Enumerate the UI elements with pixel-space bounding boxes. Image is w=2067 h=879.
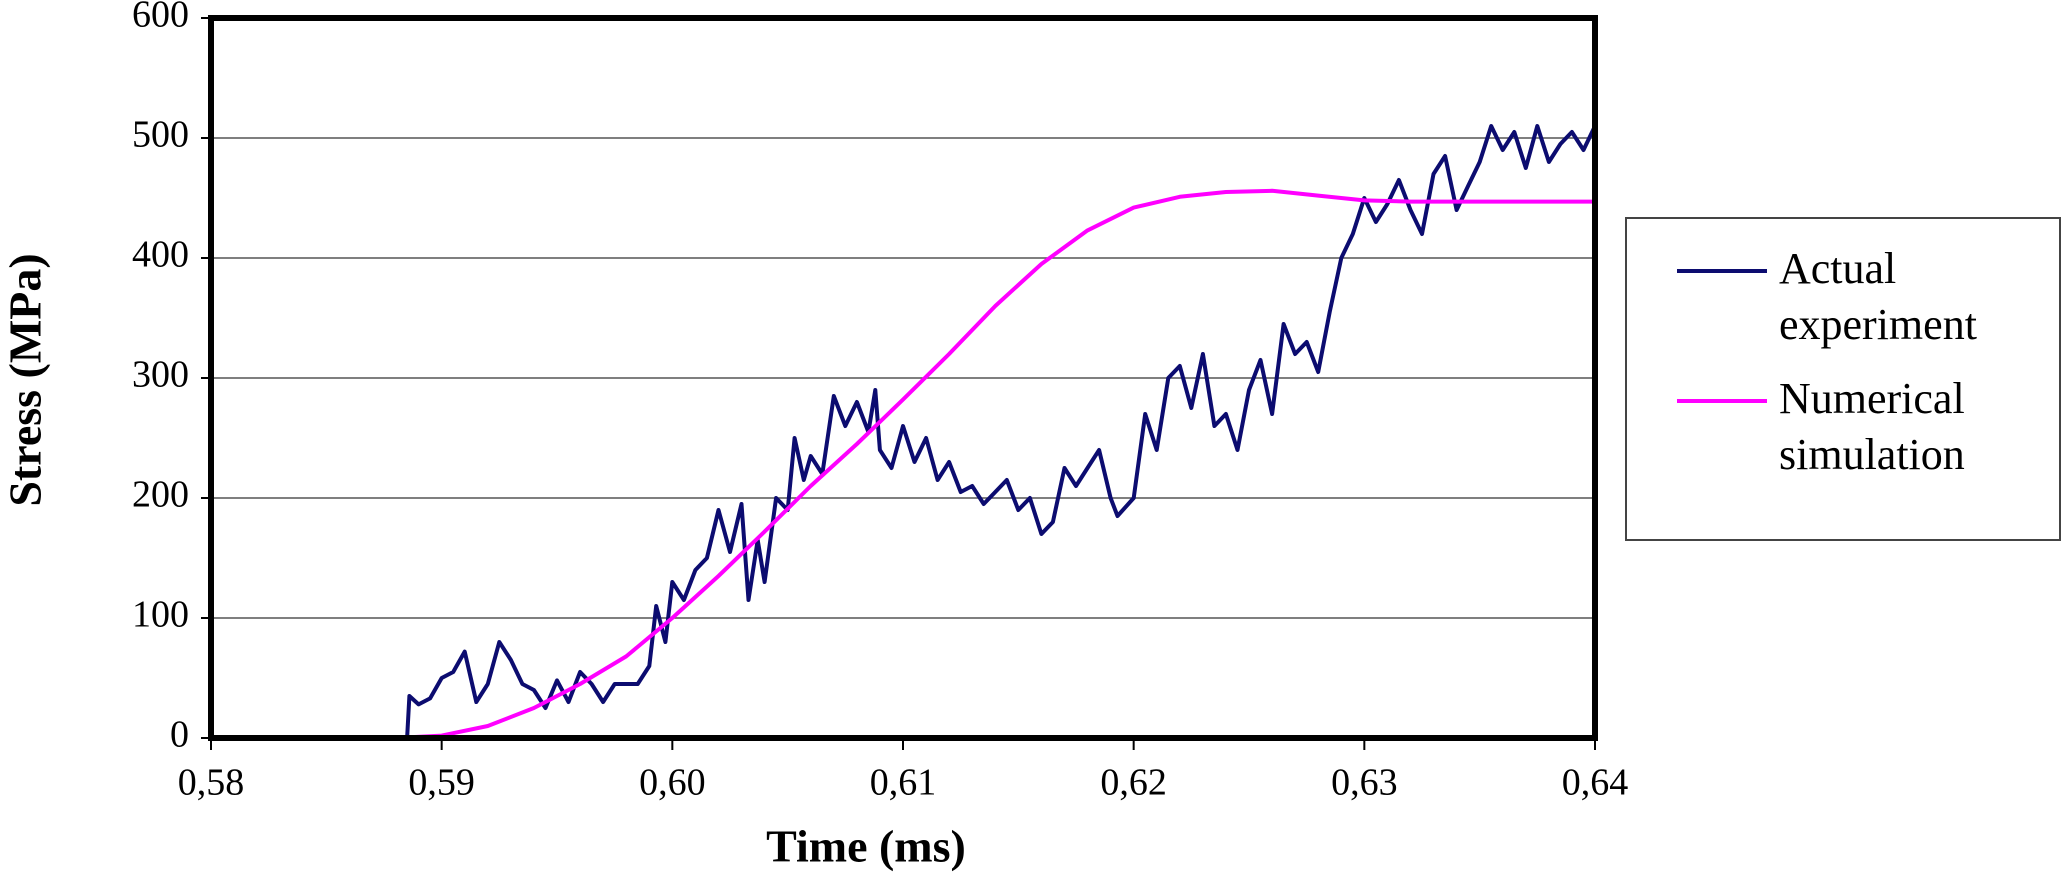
legend-label: Actual experiment: [1779, 244, 1977, 349]
y-tick-label: 600: [132, 0, 189, 36]
plot-frame: [208, 15, 1598, 741]
x-tick-label: 0,61: [870, 762, 937, 804]
x-tick-label: 0,63: [1331, 762, 1398, 804]
legend-swatch: [1677, 269, 1767, 273]
series-line: [211, 188, 1595, 740]
legend-entry: Actual experiment: [1627, 241, 2059, 353]
legend-entry: Numerical simulation: [1627, 371, 2059, 483]
x-tick-label: 0,64: [1562, 762, 1629, 804]
x-tick-label: 0,59: [408, 762, 475, 804]
y-tick-label: 100: [132, 594, 189, 636]
y-tick-label: 200: [132, 474, 189, 516]
x-tick-label: 0,62: [1100, 762, 1167, 804]
legend: Actual experiment Numerical simulation: [1625, 217, 2061, 541]
y-tick-label: 0: [170, 714, 189, 756]
y-axis-title: Stress (MPa): [0, 253, 51, 506]
x-tick-label: 0,60: [639, 762, 706, 804]
y-tick-label: 400: [132, 234, 189, 276]
x-tick-label: 0,58: [178, 762, 245, 804]
y-tick-label: 300: [132, 354, 189, 396]
x-axis-title: Time (ms): [766, 821, 966, 872]
y-tick-label: 500: [132, 114, 189, 156]
legend-label: Numerical simulation: [1779, 374, 1965, 479]
series-line: [211, 124, 1597, 740]
legend-swatch: [1677, 399, 1767, 403]
